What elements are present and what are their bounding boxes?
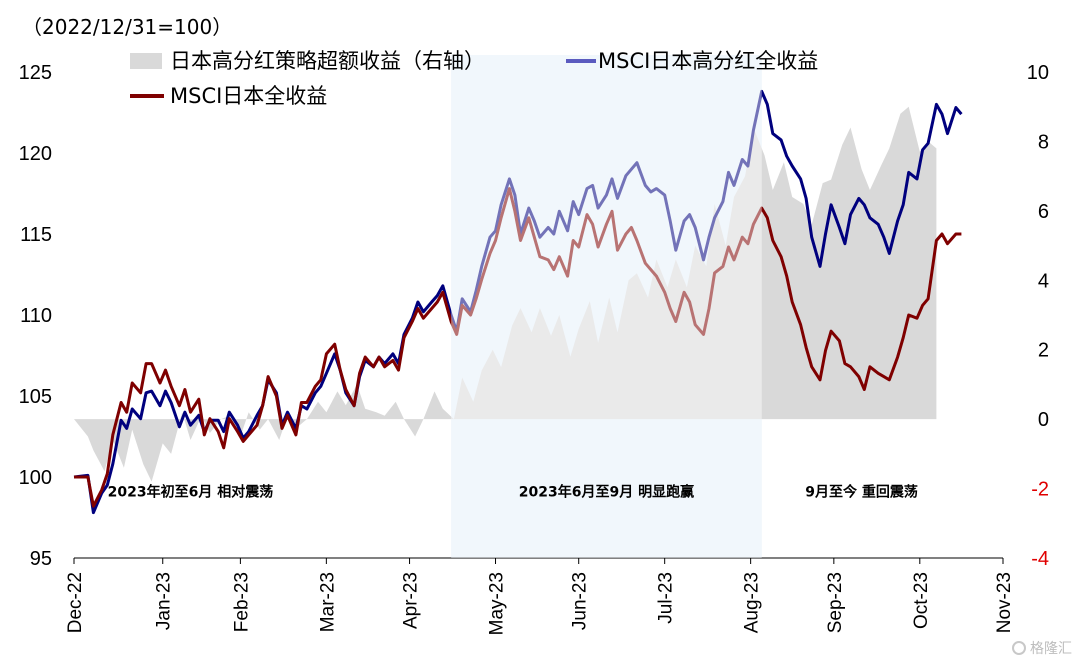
x-tick-label: Jun-23 <box>570 572 591 630</box>
y-right-tick-label: 2 <box>1038 340 1049 362</box>
x-tick-label: Jul-23 <box>656 572 677 624</box>
y-right-tick-label: 4 <box>1038 270 1049 292</box>
x-tick-label: Aug-23 <box>742 572 763 633</box>
x-tick-label: Oct-23 <box>911 572 932 629</box>
x-tick-label: Feb-23 <box>231 572 252 632</box>
watermark: 格隆汇 <box>1012 638 1072 658</box>
y-right-tick-label: -4 <box>1031 548 1049 570</box>
annotation-label: 9月至今 重回震荡 <box>805 483 918 500</box>
x-tick-label: Mar-23 <box>317 572 338 632</box>
y-left-tick-label: 105 <box>19 386 52 408</box>
y-right-tick-label: 6 <box>1038 201 1049 223</box>
x-tick-label: Jan-23 <box>154 572 175 630</box>
y-left-tick-label: 100 <box>19 467 52 489</box>
x-tick-label: Apr-23 <box>401 572 422 629</box>
legend-label: 日本高分红策略超额收益（右轴） <box>170 49 485 73</box>
y-right-tick-label: 8 <box>1038 131 1049 153</box>
series-line-2 <box>74 187 962 508</box>
x-tick-label: Nov-23 <box>994 572 1015 633</box>
y-left-tick-label: 95 <box>30 548 52 570</box>
annotation-label: 2023年初至6月 相对震荡 <box>108 483 274 500</box>
legend-label: MSCI日本全收益 <box>170 84 327 108</box>
y-left-tick-label: 120 <box>19 143 52 165</box>
y-left-tick-label: 110 <box>20 305 52 327</box>
x-tick-label: Dec-22 <box>65 572 86 633</box>
y-right-tick-label: 0 <box>1038 409 1049 431</box>
watermark-text: 格隆汇 <box>1030 641 1072 657</box>
x-tick-label: May-23 <box>487 572 508 635</box>
series-area-0 <box>74 106 937 482</box>
period-highlight-overlay <box>451 55 762 558</box>
y-right-tick-label: -2 <box>1031 479 1049 501</box>
y-left-tick-label: 125 <box>19 62 52 84</box>
unit-label: （2022/12/31=100） <box>22 15 232 39</box>
watermark-logo-icon <box>1012 641 1026 655</box>
annotation-label: 2023年6月至9月 明显跑赢 <box>519 483 694 500</box>
legend-label: MSCI日本高分红全收益 <box>598 49 818 73</box>
y-right-tick-label: 10 <box>1027 62 1049 84</box>
legend-swatch-area <box>130 53 162 69</box>
x-tick-label: Sep-23 <box>825 572 846 633</box>
y-left-tick-label: 115 <box>20 224 52 246</box>
